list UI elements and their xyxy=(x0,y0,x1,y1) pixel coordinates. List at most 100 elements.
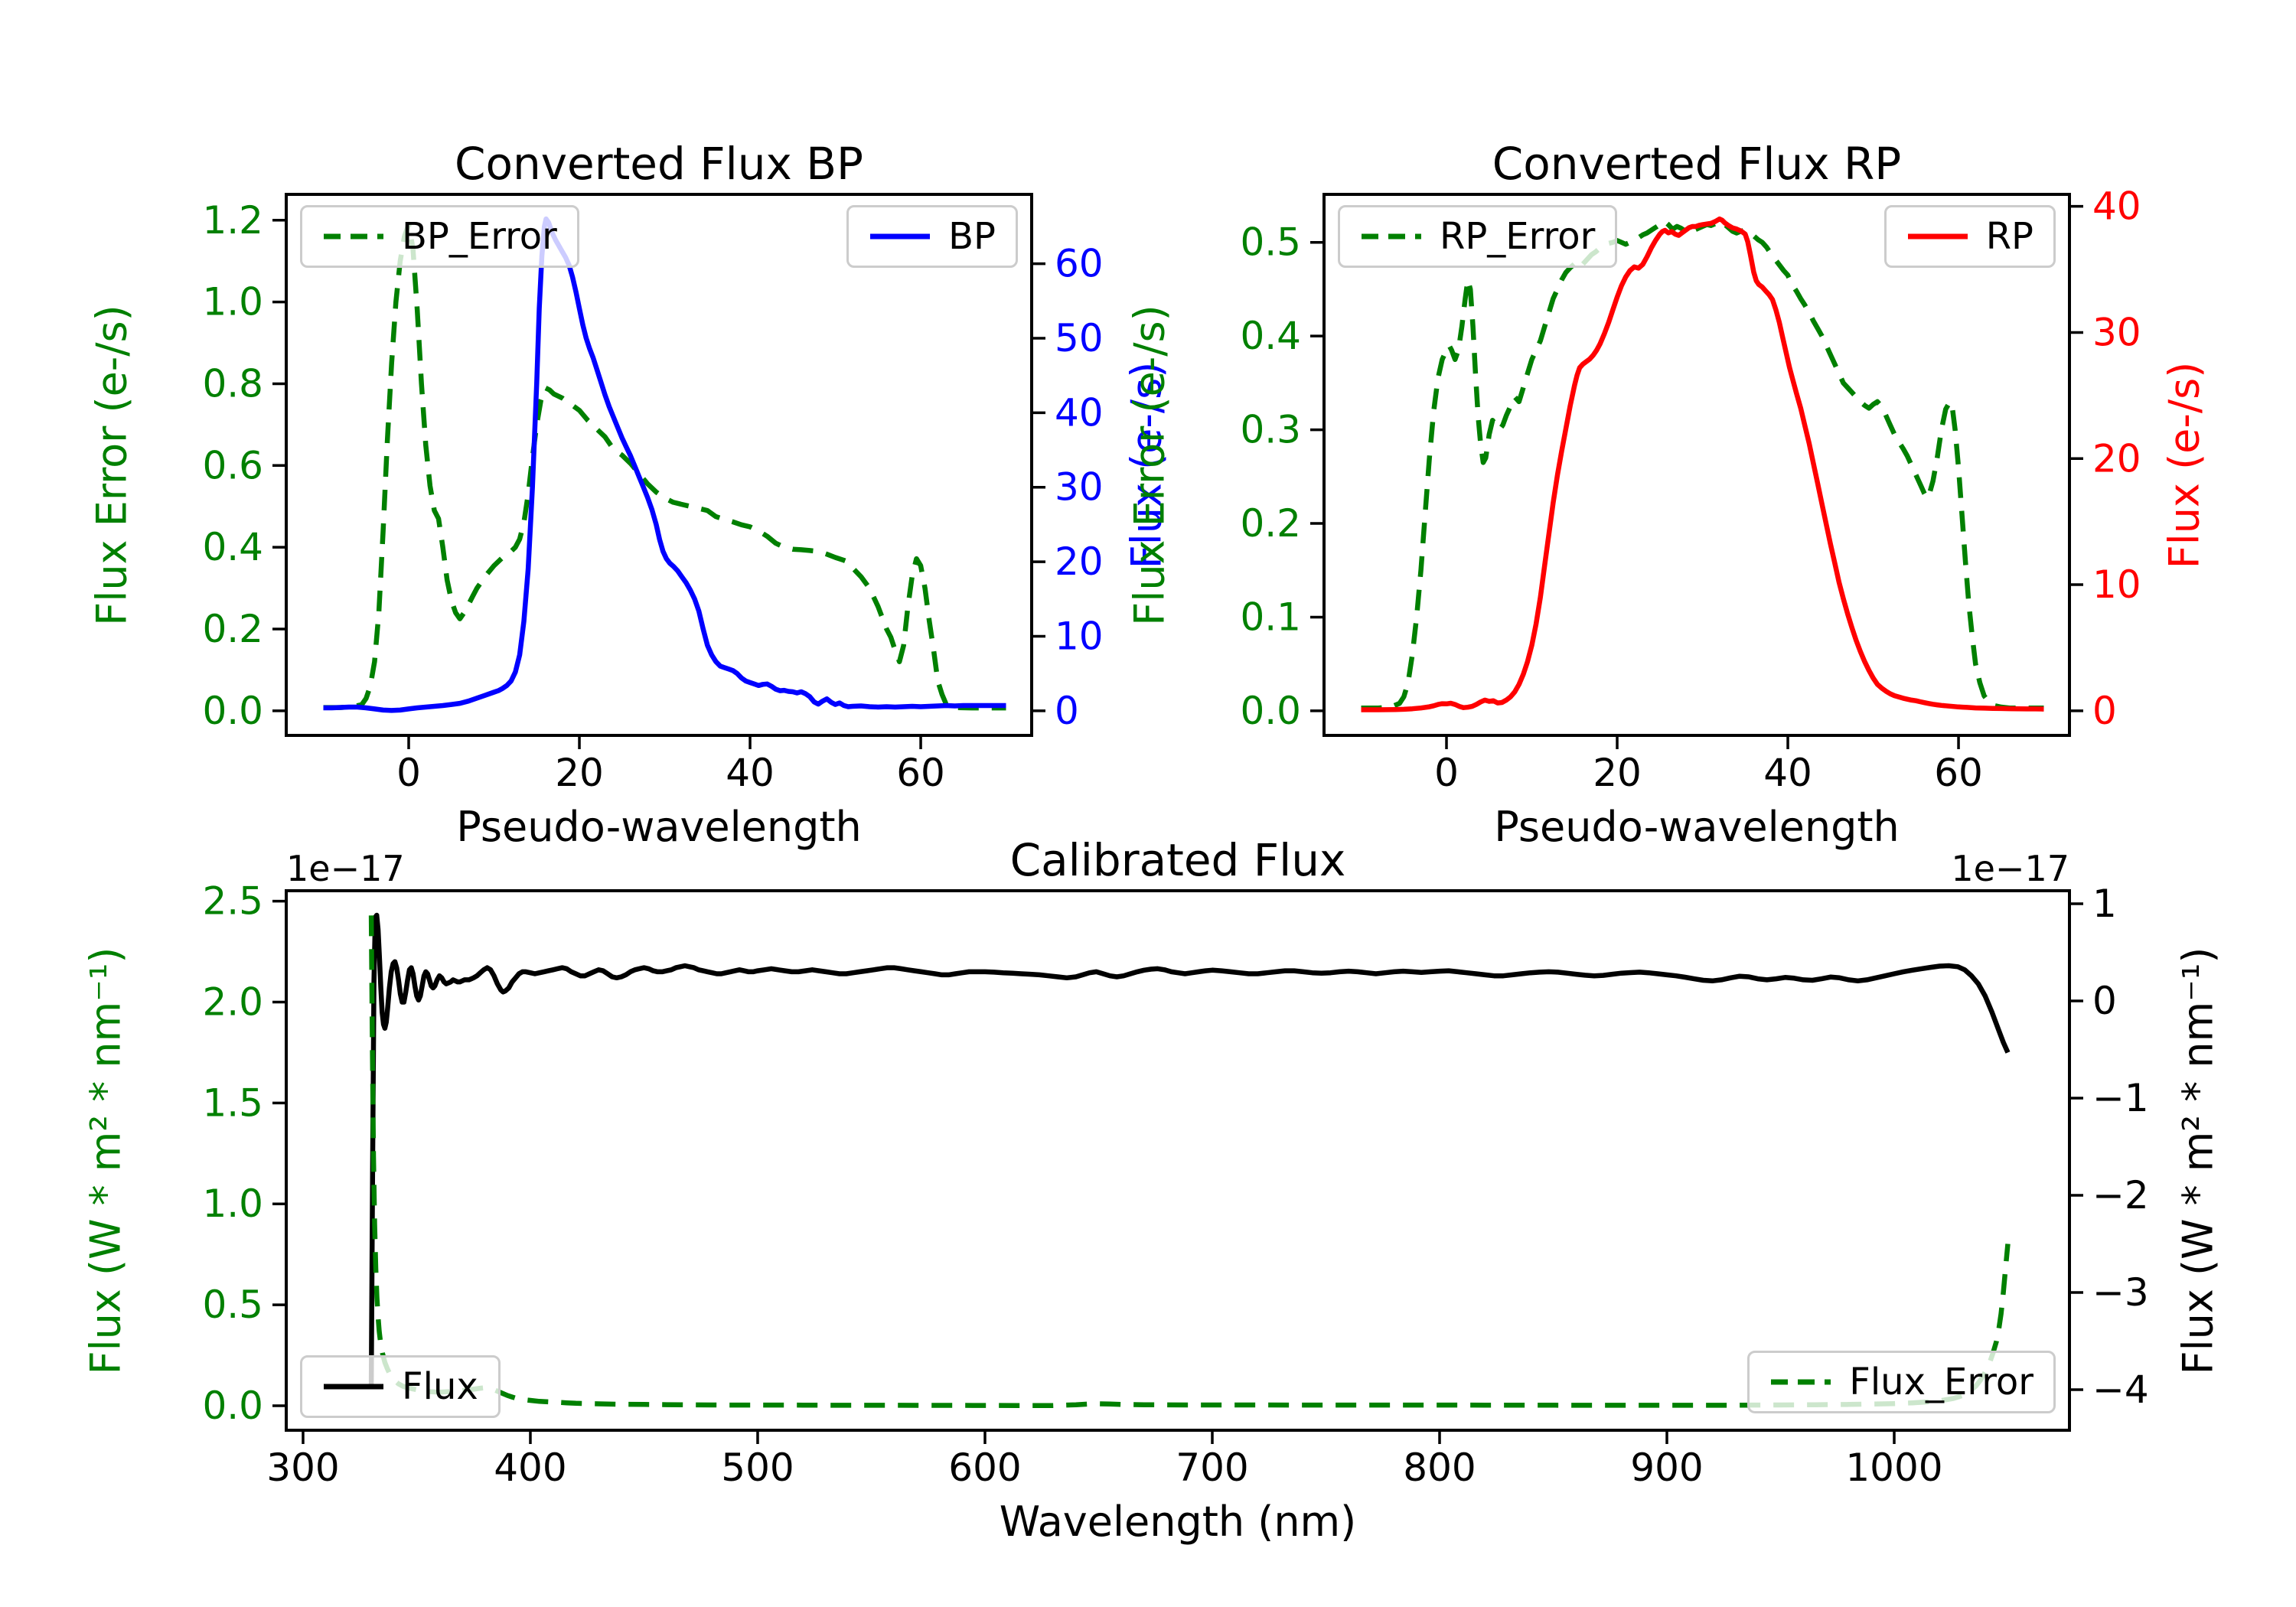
y-tick-label-right: −4 xyxy=(2092,1367,2149,1412)
legend-line-icon xyxy=(1907,233,1968,240)
series-RP_Error xyxy=(1361,218,2044,711)
y-tick-label-left: 0.5 xyxy=(202,1283,263,1327)
plot-converted-flux-bp: 0 20 40 60 0.0 0.2 0.4 0.6 0.8 1.0 1.2 0 10 20 30 40 50 6… xyxy=(88,138,1171,851)
legend-line-icon xyxy=(870,233,931,240)
legend-flux: Flux xyxy=(300,1355,501,1418)
legend-label: RP_Error xyxy=(1440,215,1596,258)
y-tick-label-right: 20 xyxy=(1055,539,1104,584)
y-tick-label-right: −2 xyxy=(2092,1173,2149,1217)
plot-canvas-cal: 300 400 500 600 700 800 900 1000 0.0 0.5 1.0 1.5 2.0… xyxy=(202,879,2148,1490)
y-axis-label-right: Flux (e-/s) xyxy=(2160,361,2209,569)
legend-line-icon xyxy=(1362,233,1421,240)
y-tick-label-right: 1 xyxy=(2092,882,2117,926)
x-tick-label: 40 xyxy=(1763,751,1812,795)
x-tick-label: 20 xyxy=(555,751,604,795)
x-axis-label: Pseudo-wavelength xyxy=(1494,803,1900,851)
y-tick-label-left: 0.5 xyxy=(1240,220,1301,265)
y-tick-label-left: 0.6 xyxy=(202,443,263,487)
x-tick-label: 60 xyxy=(1934,751,1983,795)
y-tick-label-left: 1.0 xyxy=(202,280,263,324)
y-tick-label-left: 0.2 xyxy=(1240,501,1301,546)
legend-bp-error: BP_Error xyxy=(300,205,579,268)
y-tick-label-right: 10 xyxy=(1055,614,1104,658)
axes-frame xyxy=(285,193,1033,737)
x-axis-label: Pseudo-wavelength xyxy=(456,803,862,851)
y-tick-label-left: 0.4 xyxy=(1240,314,1301,358)
legend-label: BP xyxy=(948,215,996,258)
series-BP_Error xyxy=(323,221,1006,711)
y-tick-label-left: 1.5 xyxy=(202,1081,263,1125)
y-axis-label-left: Flux Error (e-/s) xyxy=(1125,304,1174,626)
y-tick-label-left: 0.2 xyxy=(202,607,263,651)
y-tick-label-right: 40 xyxy=(2092,184,2141,229)
axis-offset-text-right: 1e−17 xyxy=(1951,848,2069,889)
axis-offset-text-left: 1e−17 xyxy=(286,848,405,889)
legend-flux-error: Flux_Error xyxy=(1747,1351,2056,1413)
y-tick-label-right: 30 xyxy=(2092,310,2141,354)
x-tick-label: 500 xyxy=(721,1446,794,1490)
legend-rp-error: RP_Error xyxy=(1338,205,1618,268)
legend-line-icon xyxy=(1771,1379,1831,1385)
y-tick-label-right: 0 xyxy=(2092,979,2117,1023)
y-tick-label-right: 50 xyxy=(1055,316,1104,360)
legend-line-icon xyxy=(324,1384,383,1390)
y-tick-label-left: 0.0 xyxy=(202,1384,263,1428)
x-tick-label: 300 xyxy=(266,1446,339,1490)
y-tick-label-left: 1.0 xyxy=(202,1182,263,1226)
plot-title: Converted Flux RP xyxy=(1492,138,1902,190)
series-RP xyxy=(1361,216,2044,712)
y-tick-label-right: 40 xyxy=(1055,390,1104,435)
y-tick-label-right: 20 xyxy=(2092,436,2141,481)
plot-title: Converted Flux BP xyxy=(454,138,864,190)
y-tick-label-left: 0.0 xyxy=(1240,689,1301,733)
y-tick-label-left: 0.8 xyxy=(202,361,263,406)
x-tick-label: 0 xyxy=(1434,751,1459,795)
y-tick-label-left: 0.4 xyxy=(202,525,263,569)
y-tick-label-left: 0.0 xyxy=(202,689,263,733)
legend-label: Flux xyxy=(402,1365,478,1408)
legend-label: Flux_Error xyxy=(1849,1361,2033,1403)
x-tick-label: 600 xyxy=(948,1446,1021,1490)
x-tick-label: 0 xyxy=(396,751,421,795)
x-tick-label: 40 xyxy=(726,751,775,795)
plot-title: Calibrated Flux xyxy=(1009,834,1346,886)
x-axis-label: Wavelength (nm) xyxy=(999,1498,1357,1546)
plot-canvas-bp: 0 20 40 60 0.0 0.2 0.4 0.6 0.8 1.0 1.2 0 10 20 30 40 50 6… xyxy=(202,193,1104,795)
y-tick-label-right: 0 xyxy=(1055,689,1079,733)
y-tick-label-right: 60 xyxy=(1055,242,1104,286)
series-Flux xyxy=(368,912,2011,1386)
axes-frame xyxy=(1322,193,2071,737)
y-tick-label-right: 30 xyxy=(1055,465,1104,510)
axes-frame xyxy=(285,889,2071,1432)
y-tick-label-right: −1 xyxy=(2092,1076,2149,1120)
x-tick-label: 700 xyxy=(1176,1446,1248,1490)
y-tick-label-left: 0.3 xyxy=(1240,408,1301,452)
series-BP xyxy=(323,216,1006,713)
y-tick-label-left: 2.5 xyxy=(202,879,263,924)
y-tick-label-left: 0.1 xyxy=(1240,595,1301,639)
y-axis-label-left: Flux (W * m² * nm⁻¹) xyxy=(81,947,130,1374)
x-tick-label: 800 xyxy=(1403,1446,1476,1490)
x-tick-label: 20 xyxy=(1593,751,1642,795)
x-tick-label: 400 xyxy=(494,1446,566,1490)
x-tick-label: 900 xyxy=(1630,1446,1703,1490)
x-tick-label: 1000 xyxy=(1845,1446,1942,1490)
y-tick-label-right: 0 xyxy=(2092,689,2117,733)
plot-canvas-rp: 0 20 40 60 0.0 0.1 0.2 0.3 0.4 0.5 0 10 20 30 40 xyxy=(1240,184,2141,795)
plot-calibrated-flux: 300 400 500 600 700 800 900 1000 0.0 0.5 1.0 1.5 2.0… xyxy=(82,834,2223,1546)
y-tick-label-right: 10 xyxy=(2092,562,2141,607)
x-tick-label: 60 xyxy=(896,751,945,795)
y-axis-label-right: Flux (W * m² * nm⁻¹) xyxy=(2174,947,2223,1374)
legend-rp: RP xyxy=(1883,205,2056,268)
plot-converted-flux-rp: 0 20 40 60 0.0 0.1 0.2 0.3 0.4 0.5 0 10 20 30 40 Conve… xyxy=(1126,138,2209,851)
series-Flux_Error xyxy=(368,915,2011,1408)
legend-line-icon xyxy=(324,233,383,240)
y-tick-label-right: −3 xyxy=(2092,1270,2149,1315)
legend-label: RP xyxy=(1985,215,2033,258)
y-tick-label-left: 1.2 xyxy=(202,198,263,243)
y-axis-label-left: Flux Error (e-/s) xyxy=(87,304,136,626)
y-tick-label-left: 2.0 xyxy=(202,980,263,1024)
legend-bp: BP xyxy=(846,205,1018,268)
legend-label: BP_Error xyxy=(402,215,557,258)
